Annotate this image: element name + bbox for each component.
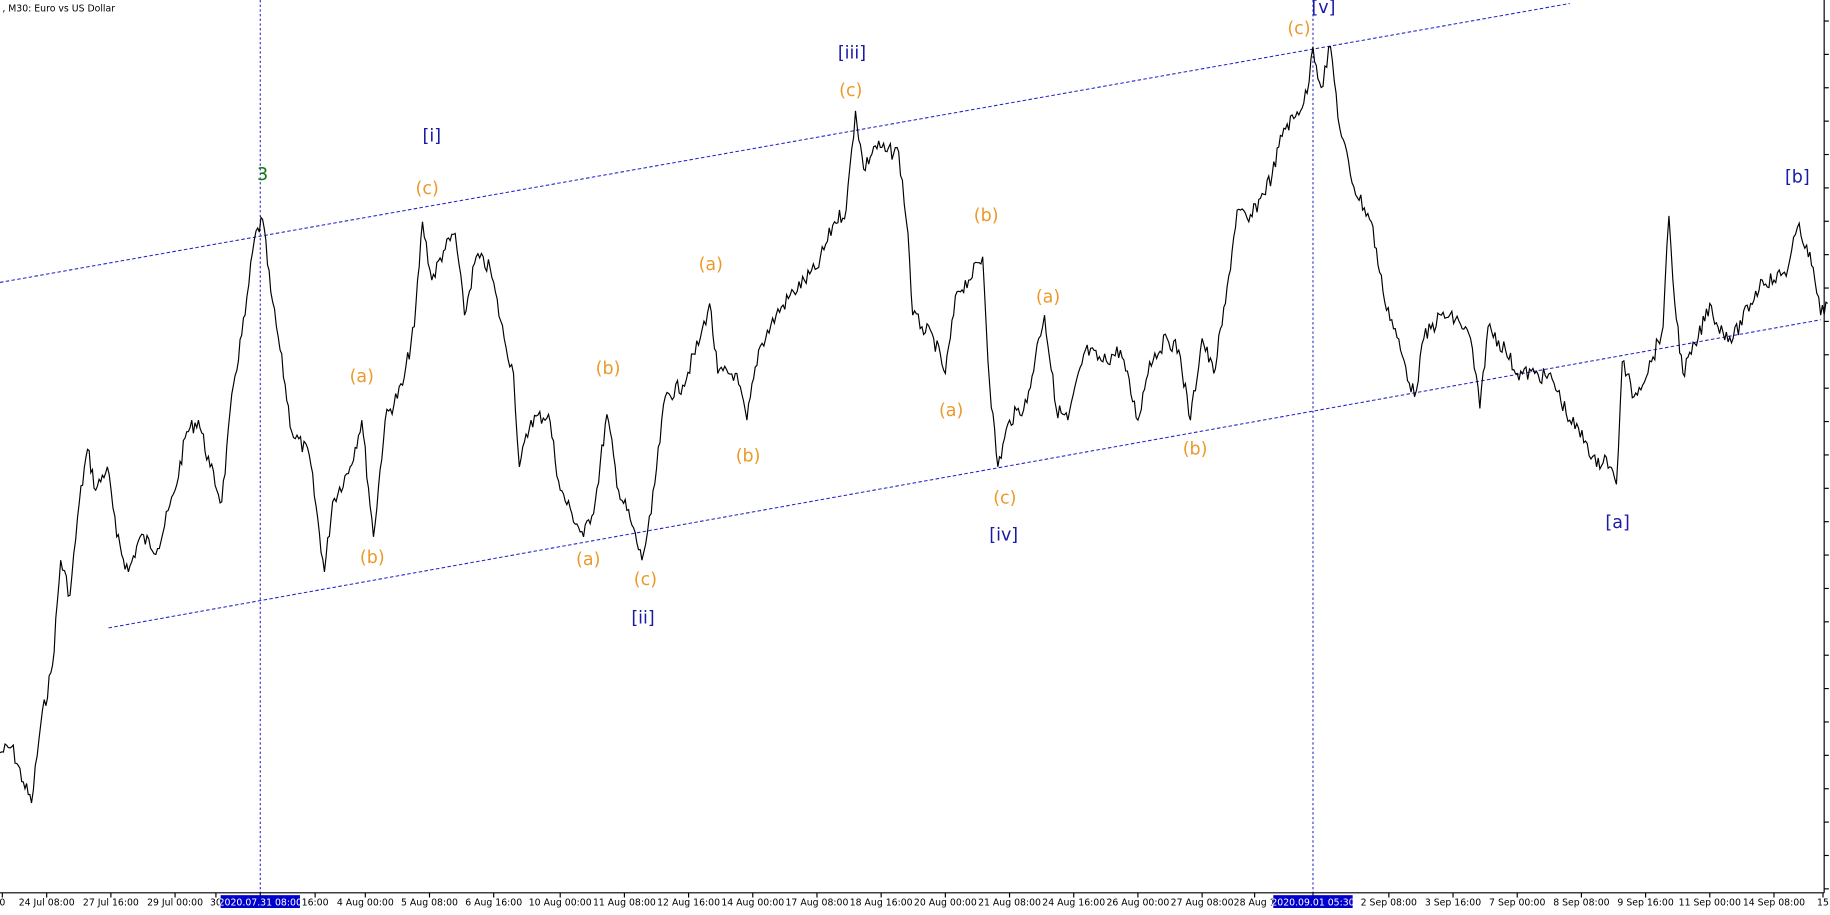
wave-label: (c): [416, 179, 439, 199]
time-label: 26 Aug 00:00: [1106, 898, 1169, 909]
time-highlight: [1273, 895, 1353, 908]
wave-label: (b): [360, 548, 385, 568]
time-label: 6 Aug 16:00: [465, 898, 522, 909]
wave-label: (b): [1183, 439, 1208, 459]
wave-label: (b): [974, 206, 999, 226]
time-label: 28 Aug 1: [1234, 898, 1276, 909]
wave-label: (a): [1036, 288, 1060, 308]
wave-label: (a): [576, 550, 600, 570]
wave-label: (c): [993, 488, 1016, 508]
time-label: 0: [0, 898, 5, 909]
wave-label: (a): [699, 255, 723, 275]
time-label: 30: [210, 898, 222, 909]
wave-label: [i]: [423, 127, 442, 147]
time-label: 14 Sep 08:00: [1743, 898, 1805, 909]
channel-upper: [0, 2, 1570, 283]
time-label: 21 Aug 08:00: [978, 898, 1041, 909]
chart-title: , M30: Euro vs US Dollar: [2, 4, 115, 15]
time-label: 9 Sep 16:00: [1617, 898, 1673, 909]
price-line: [0, 45, 1829, 804]
time-label: 24 Jul 08:00: [19, 898, 75, 909]
time-label: 27 Jul 16:00: [83, 898, 139, 909]
wave-label: (a): [939, 401, 963, 421]
wave-label: (c): [634, 570, 657, 590]
time-label: 3 Sep 16:00: [1425, 898, 1481, 909]
wave-label: [b]: [1785, 167, 1810, 187]
wave-labels: 3 [i] (c) (a) (b) (b) (a) (c) [ii] (a) (b) [iii] (c)…: [257, 0, 1810, 629]
time-label: 5 Aug 08:00: [401, 898, 458, 909]
time-label: 12 Aug 16:00: [657, 898, 720, 909]
time-label: 15: [1817, 898, 1829, 909]
time-label: 27 Aug 08:00: [1171, 898, 1234, 909]
time-label: 7 Sep 00:00: [1489, 898, 1545, 909]
time-label: 16:00: [302, 898, 329, 909]
time-label: 29 Jul 00:00: [147, 898, 203, 909]
time-label: 20 Aug 00:00: [914, 898, 977, 909]
time-highlight: [220, 895, 300, 908]
wave-label: [ii]: [631, 609, 654, 629]
wave-label: (a): [350, 367, 374, 387]
time-label: 11 Sep 00:00: [1679, 898, 1741, 909]
time-label: 17 Aug 08:00: [786, 898, 849, 909]
wave-label: [iii]: [838, 44, 866, 64]
time-label: 2020.09.01 05:30: [1271, 898, 1354, 909]
time-label: 10 Aug 00:00: [529, 898, 592, 909]
time-label: 2 Sep 08:00: [1361, 898, 1417, 909]
wave-label: (c): [839, 81, 862, 101]
wave-label: (c): [1287, 19, 1310, 39]
time-label: 14 Aug 00:00: [721, 898, 784, 909]
time-label: 4 Aug 00:00: [337, 898, 394, 909]
wave-label: [v]: [1311, 0, 1335, 18]
wave-label: [a]: [1605, 513, 1629, 533]
time-label: 24 Aug 16:00: [1042, 898, 1105, 909]
time-label: 11 Aug 08:00: [593, 898, 656, 909]
wave-label: [iv]: [989, 526, 1018, 546]
wave-label: (b): [596, 359, 621, 379]
wave-label: (b): [736, 446, 761, 466]
channel-lower: [108, 319, 1821, 629]
axis-ticks: [1824, 20, 1829, 890]
time-label: 2020.07.31 08:00: [219, 898, 302, 909]
time-label: 8 Sep 08:00: [1553, 898, 1609, 909]
wave-label: 3: [257, 165, 268, 185]
time-label: 18 Aug 16:00: [850, 898, 913, 909]
